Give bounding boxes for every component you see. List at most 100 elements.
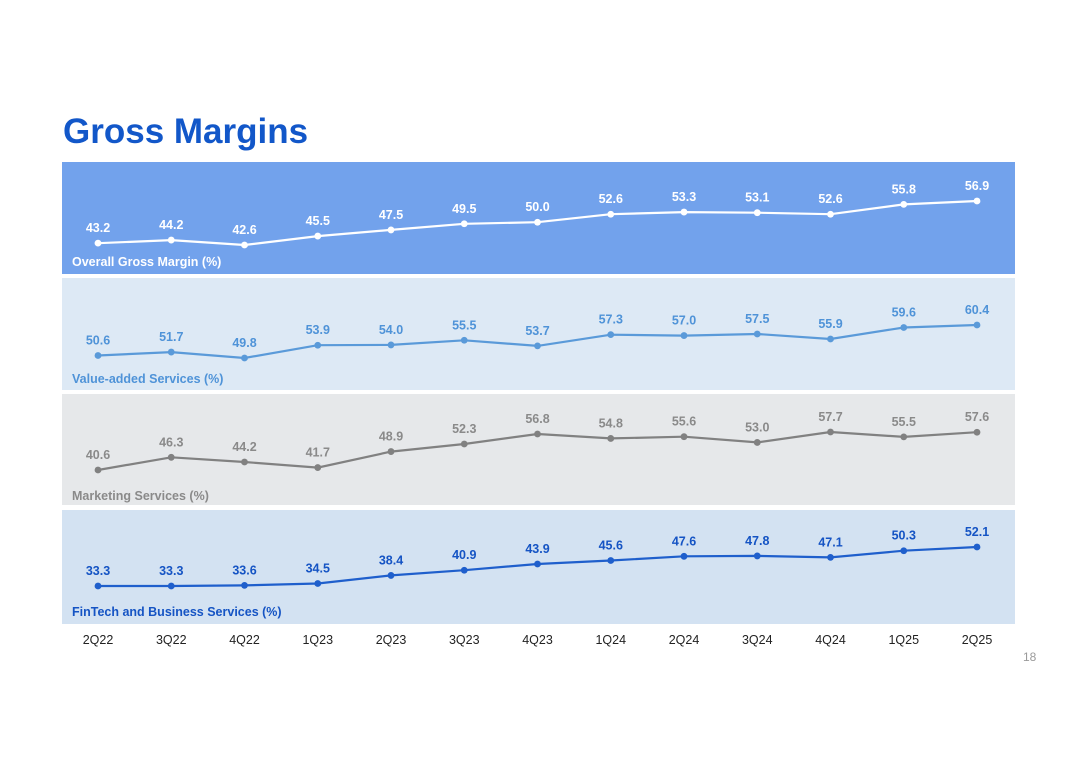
- data-point-3q23: [460, 566, 468, 574]
- panel-background: [62, 162, 1015, 274]
- x-tick-label: 3Q22: [156, 633, 187, 647]
- data-label-2q22: 40.6: [86, 448, 110, 462]
- data-point-3q23: [460, 440, 468, 448]
- data-point-4q23: [534, 218, 541, 226]
- data-point-1q24: [607, 557, 615, 564]
- data-label-1q23: 34.5: [306, 562, 330, 576]
- data-label-3q24: 57.5: [745, 312, 769, 326]
- x-tick-label: 2Q23: [376, 633, 407, 647]
- data-point-3q22: [167, 453, 175, 461]
- data-point-1q25: [900, 433, 908, 441]
- data-point-1q25: [900, 547, 908, 555]
- data-point-4q22: [241, 241, 248, 249]
- data-label-1q24: 54.8: [599, 416, 623, 430]
- data-label-3q22: 33.3: [159, 564, 183, 578]
- data-point-2q25: [973, 543, 981, 551]
- series-name-label: FinTech and Business Services (%): [72, 605, 282, 619]
- data-point-1q25: [900, 200, 908, 208]
- data-label-3q22: 51.7: [159, 330, 183, 344]
- data-label-2q23: 54.0: [379, 323, 403, 337]
- data-point-4q23: [534, 560, 541, 568]
- data-point-1q23: [314, 580, 322, 587]
- data-point-3q23: [460, 336, 468, 344]
- data-point-1q24: [607, 435, 615, 442]
- data-point-4q23: [534, 430, 541, 438]
- data-label-2q25: 56.9: [965, 179, 989, 193]
- data-label-1q24: 57.3: [599, 313, 623, 327]
- data-label-1q23: 53.9: [306, 323, 330, 337]
- data-label-1q25: 55.8: [892, 182, 916, 196]
- data-label-3q22: 44.2: [159, 218, 183, 232]
- data-label-2q24: 55.6: [672, 415, 696, 429]
- data-point-2q22: [94, 466, 102, 474]
- data-point-2q22: [94, 352, 102, 359]
- x-tick-label: 3Q23: [449, 633, 480, 647]
- data-point-3q23: [460, 220, 468, 228]
- data-label-3q23: 49.5: [452, 202, 476, 216]
- data-point-2q25: [973, 321, 981, 329]
- data-label-4q22: 49.8: [232, 336, 256, 350]
- panel-background: [62, 394, 1015, 505]
- data-point-1q23: [314, 232, 322, 240]
- series-name-label: Overall Gross Margin (%): [72, 255, 221, 269]
- data-label-4q24: 57.7: [818, 410, 842, 424]
- data-label-2q25: 57.6: [965, 410, 989, 424]
- data-point-3q22: [167, 236, 175, 244]
- data-point-4q22: [241, 354, 248, 362]
- x-tick-label: 4Q23: [522, 633, 553, 647]
- x-tick-label: 2Q24: [669, 633, 700, 647]
- data-point-4q24: [827, 210, 834, 218]
- data-label-1q24: 45.6: [599, 538, 623, 552]
- series-name-label: Value-added Services (%): [72, 372, 223, 386]
- data-label-3q24: 53.0: [745, 420, 769, 434]
- data-label-1q25: 59.6: [892, 305, 916, 319]
- data-point-2q25: [973, 428, 981, 436]
- series-name-label: Marketing Services (%): [72, 489, 209, 503]
- data-point-2q24: [680, 332, 688, 339]
- data-point-2q24: [680, 433, 688, 441]
- data-point-3q24: [753, 552, 761, 560]
- x-tick-label: 4Q22: [229, 633, 260, 647]
- data-point-3q24: [753, 439, 761, 446]
- data-label-1q23: 45.5: [306, 214, 330, 228]
- data-point-1q24: [607, 331, 615, 339]
- data-label-2q23: 47.5: [379, 208, 403, 222]
- data-label-4q22: 42.6: [232, 223, 256, 237]
- data-point-2q24: [680, 208, 688, 216]
- data-label-1q24: 52.6: [599, 192, 623, 206]
- data-point-3q24: [753, 209, 761, 217]
- panel-fintech-and-business-services: 33.3 33.3 33.6 34.5 38.4 40.9 43.9 45.6 47.6 47.8…: [62, 510, 1015, 624]
- data-point-1q23: [314, 464, 322, 471]
- x-tick-label: 1Q24: [595, 633, 626, 647]
- page-title: Gross Margins: [63, 112, 309, 151]
- data-label-2q24: 57.0: [672, 314, 696, 328]
- data-point-2q22: [94, 582, 102, 590]
- data-label-4q23: 50.0: [525, 200, 549, 214]
- data-label-3q24: 47.8: [745, 534, 769, 548]
- data-point-4q22: [241, 581, 248, 589]
- data-point-3q22: [167, 348, 175, 356]
- data-label-2q24: 47.6: [672, 534, 696, 548]
- data-point-1q24: [607, 210, 615, 218]
- data-label-4q22: 33.6: [232, 563, 256, 577]
- data-point-1q23: [314, 341, 322, 349]
- data-point-2q24: [680, 552, 688, 560]
- x-tick-label: 1Q25: [888, 633, 919, 647]
- data-point-4q22: [241, 458, 248, 466]
- data-label-2q22: 50.6: [86, 334, 110, 348]
- data-label-3q24: 53.1: [745, 191, 769, 205]
- data-label-4q24: 47.1: [818, 535, 842, 549]
- data-label-2q25: 52.1: [965, 525, 989, 539]
- data-point-2q22: [94, 239, 102, 247]
- data-label-4q23: 43.9: [525, 542, 549, 556]
- x-tick-label: 3Q24: [742, 633, 773, 647]
- data-label-2q22: 33.3: [86, 564, 110, 578]
- data-point-3q24: [753, 330, 761, 338]
- x-tick-label: 1Q23: [302, 633, 333, 647]
- data-label-4q23: 56.8: [525, 412, 549, 426]
- x-tick-label: 2Q22: [83, 633, 114, 647]
- data-point-4q24: [827, 553, 834, 561]
- data-label-2q25: 60.4: [965, 303, 989, 317]
- panel-marketing-services: 40.6 46.3 44.2 41.7 48.9 52.3 56.8 54.8 55.6 53.0…: [62, 394, 1015, 505]
